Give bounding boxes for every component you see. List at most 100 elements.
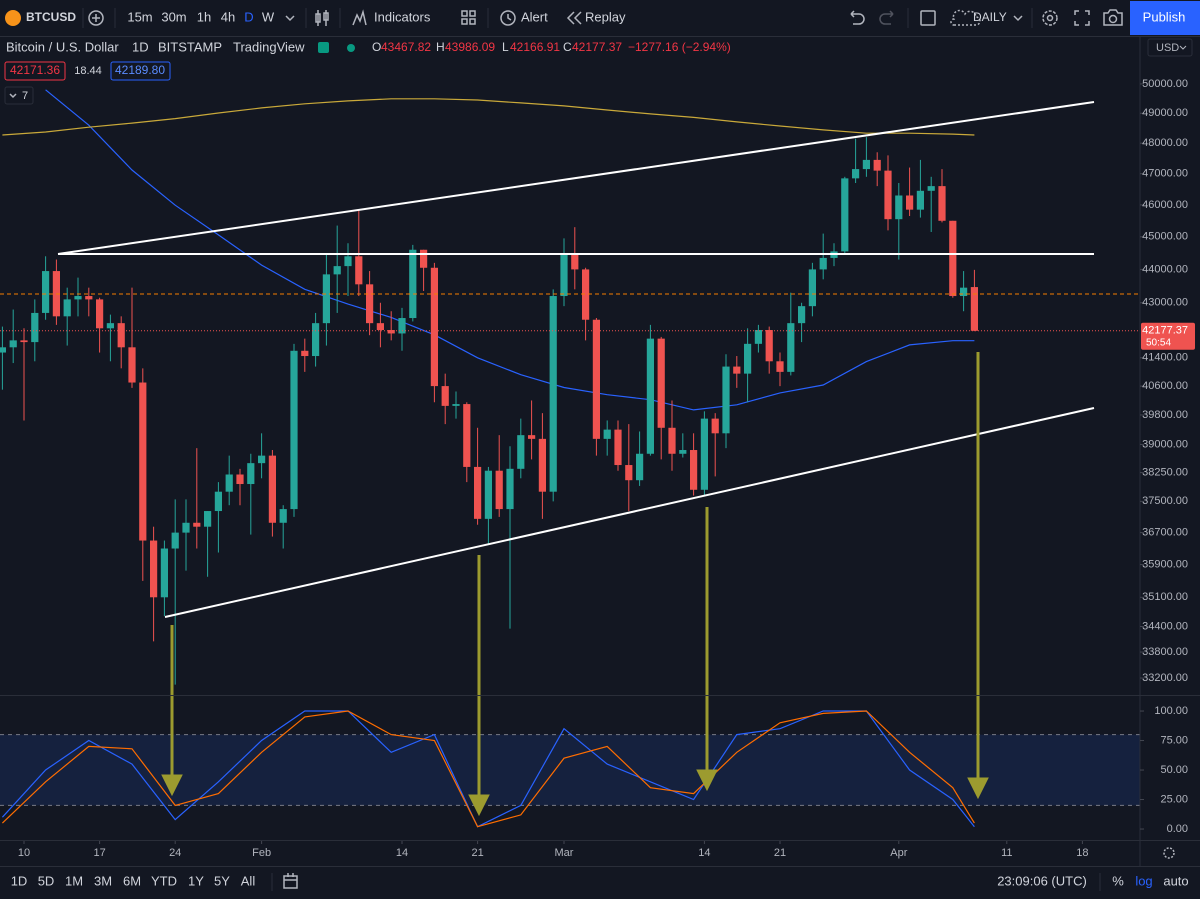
trend-line[interactable] [57,101,1095,255]
y-tick-label: 50000.00 [1142,78,1188,90]
candle-body [916,190,924,210]
interval-button[interactable]: 30m [161,9,186,24]
log-toggle[interactable]: log [1135,873,1152,888]
range-button[interactable]: 1D [11,873,28,888]
candle-body [711,418,719,434]
candle-body [765,330,773,362]
interval-button[interactable]: D [244,9,253,24]
candle-body [873,159,881,171]
range-button[interactable]: 5D [38,873,55,888]
redo-button[interactable] [879,10,894,25]
chevron [9,93,17,99]
symbol[interactable]: BTCUSD [26,10,76,24]
countdown: 50:54 [1146,337,1171,348]
indicator-chip[interactable] [4,61,66,81]
candle-body [776,361,784,372]
y-tick-label: 36700.00 [1142,527,1188,539]
chart-type-button[interactable] [315,10,329,26]
interval-button[interactable]: 4h [221,9,235,24]
candle-body [85,296,93,300]
settings-button[interactable] [1042,10,1058,26]
candle-body [96,299,104,329]
x-tick-label: 14 [396,847,408,859]
candle-body [301,350,309,357]
candle-body [9,340,17,348]
plus-icon [92,14,100,22]
candle-body [42,271,50,313]
publish-label[interactable]: Publish [1143,9,1186,24]
candle-body [906,195,914,210]
range-button[interactable]: 5Y [214,873,230,888]
percent-toggle[interactable]: % [1112,873,1124,888]
x-tick-label: Apr [890,847,907,859]
y-tick-label: 100.00 [1154,705,1188,717]
candle-body [646,338,654,454]
auto-toggle[interactable]: auto [1163,873,1188,888]
layout-menu[interactable] [1013,15,1023,22]
y-tick-label: 39000.00 [1142,438,1188,450]
clock[interactable]: 23:09:06 (UTC) [997,873,1087,888]
arrow-head [468,794,490,817]
candle-body [819,257,827,270]
candle-body [474,466,482,519]
candle-body [398,318,406,334]
interval-button[interactable]: 1h [197,9,211,24]
undo-button[interactable] [850,10,865,25]
compare-button[interactable] [88,10,104,26]
y-tick-label: 75.00 [1160,734,1188,746]
layout-name[interactable]: DAILY [973,10,1007,24]
candle-body [852,169,860,179]
candle-body [333,266,341,275]
currency-button[interactable] [1147,38,1193,57]
publish-button[interactable] [1130,1,1200,35]
gear-center [1046,14,1054,22]
go-to-date[interactable] [283,873,298,889]
range-button[interactable]: 3M [94,873,112,888]
drawings [0,101,1140,618]
range-button[interactable]: YTD [151,873,177,888]
snapshot-button[interactable] [1103,9,1123,26]
indicator-chip[interactable] [110,61,171,81]
candle-body [376,323,384,331]
candle-body [970,287,978,331]
indicators-toggle[interactable] [4,86,34,105]
range-button[interactable]: 1Y [188,873,204,888]
candle-body [0,347,6,353]
candle-body [463,404,471,467]
symbol-name: Bitcoin / U.S. Dollar [6,39,119,54]
symbol-icon [5,10,21,26]
y-tick-label: 45000.00 [1142,231,1188,243]
y-tick-label: 35100.00 [1142,591,1188,603]
trend-line[interactable] [164,407,1095,618]
y-tick-label: 34400.00 [1142,620,1188,632]
candle-body [366,284,374,324]
range-button[interactable]: All [241,873,256,888]
indicators-button[interactable]: Indicators [374,9,431,24]
candle-body [560,254,568,297]
candle-body [625,465,633,481]
candle-body [31,312,39,343]
interval-button[interactable]: W [262,9,275,24]
currency[interactable]: USD [1156,42,1179,54]
market-status[interactable] [318,42,329,53]
interval-button[interactable]: 15m [127,9,152,24]
price-pane [0,89,1140,685]
candle-body [690,450,698,490]
replay-button[interactable]: Replay [585,9,626,24]
range-button[interactable]: 1M [65,873,83,888]
candle-body [884,170,892,220]
layout-button[interactable] [461,10,476,25]
fullscreen-toggle[interactable] [920,10,936,26]
open-value: 43467.82 [381,40,431,54]
indicators-icon [352,9,367,26]
expand-button[interactable] [1074,10,1090,26]
candle-body [430,267,438,387]
toolbar: BTCUSD 15m 30m 1h 4h D W Indicators Aler… [5,1,1200,35]
interval-menu[interactable] [285,15,295,22]
alert-button[interactable]: Alert [521,9,548,24]
range-button[interactable]: 6M [123,873,141,888]
candle-body [592,319,600,439]
axis-settings[interactable] [1163,847,1175,859]
x-tick-label: Mar [555,847,574,859]
